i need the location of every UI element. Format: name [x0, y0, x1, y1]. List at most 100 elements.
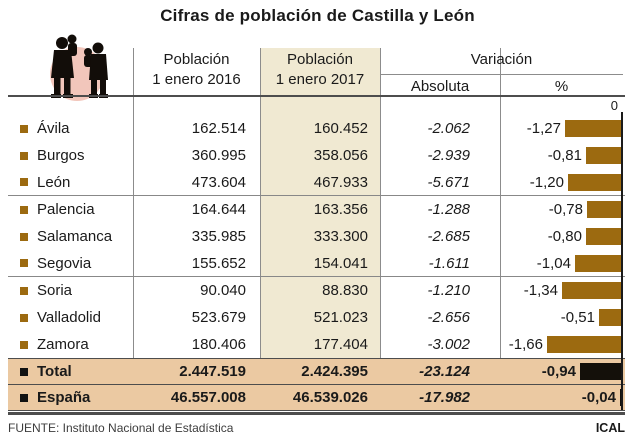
bullet-square-icon [20, 367, 28, 376]
variation-percent-value: -1,20 [529, 173, 564, 191]
table-row-7: Valladolid 523.679 521.023 -2.656 -0,51 [8, 304, 625, 331]
variation-absolute-value: -1.288 [427, 201, 470, 218]
row-label: Segovia [8, 255, 133, 272]
percent-bar [575, 254, 622, 272]
pop-2016-value: 2.447.519 [179, 363, 246, 380]
variation-percent-value: -0,81 [547, 147, 582, 164]
variation-percent-cell: -0,51 [500, 309, 625, 326]
pop-2017-value: 154.041 [313, 254, 368, 272]
header-pop-2017-line1: Población [287, 51, 353, 68]
bullet-square-icon [20, 393, 28, 402]
variation-percent-cell: -0,04 [500, 389, 625, 406]
source-note: FUENTE: Instituto Nacional de Estadístic… [8, 421, 234, 435]
percent-bar [565, 120, 622, 137]
pop-2016-value: 164.644 [191, 201, 246, 218]
table-row-8: Zamora 180.406 177.404 -3.002 -1,66 [8, 331, 625, 358]
row-label: Total [8, 363, 133, 380]
header-pop-2017-line2: 1 enero 2017 [275, 71, 365, 88]
footer-double-rule [8, 412, 625, 415]
column-divider [380, 48, 381, 410]
table-row-5: Segovia 155.652 154.041 -1.611 -1,04 [8, 250, 625, 277]
pop-2017-value: 88.830 [322, 282, 368, 299]
column-divider [260, 48, 261, 410]
row-label: Burgos [8, 147, 133, 164]
table-row-1: Burgos 360.995 358.056 -2.939 -0,81 [8, 142, 625, 169]
pop-2017-value: 467.933 [313, 173, 368, 191]
percent-bar [586, 147, 622, 164]
pop-2016-value: 162.514 [191, 120, 246, 137]
variation-absolute-value: -3.002 [427, 336, 470, 353]
bullet-square-icon [20, 259, 28, 267]
bullet-square-icon [20, 124, 28, 133]
variation-percent-value: -0,94 [541, 363, 576, 380]
pop-2017-value: 160.452 [313, 120, 368, 137]
row-label: Palencia [8, 201, 133, 218]
pop-2016-value: 180.406 [191, 336, 246, 353]
province-rows: Ávila 162.514 160.452 -2.062 -1,27 Burgos 360.… [8, 115, 625, 358]
pop-2016-value: 335.985 [191, 228, 246, 245]
pop-2016-value: 523.679 [191, 309, 246, 326]
pop-2016-value: 90.040 [200, 282, 246, 299]
family-icon [50, 34, 108, 101]
percent-bar [599, 309, 622, 326]
percent-bar [568, 173, 622, 191]
variacion-underline [380, 74, 623, 75]
column-divider [500, 48, 501, 410]
header-pop-2016: Población 1 enero 2016 [133, 50, 260, 90]
variation-percent-value: -0,51 [560, 309, 595, 326]
row-label: España [8, 389, 133, 406]
bullet-square-icon [20, 232, 28, 241]
table-row-0: Ávila 162.514 160.452 -2.062 -1,27 [8, 115, 625, 142]
row-label: Salamanca [8, 228, 133, 245]
variation-percent-cell: -0,78 [500, 201, 625, 218]
bullet-square-icon [20, 178, 28, 186]
variation-absolute-value: -1.611 [428, 254, 470, 272]
percent-bar [580, 363, 622, 380]
pop-2017-value: 2.424.395 [301, 363, 368, 380]
variation-percent-cell: -0,81 [500, 147, 625, 164]
variation-absolute-value: -2.656 [427, 309, 470, 326]
total-rows: Total 2.447.519 2.424.395 -23.124 -0,94 Españ… [8, 358, 625, 411]
pop-2017-value: 521.023 [313, 309, 368, 326]
total-row-0: Total 2.447.519 2.424.395 -23.124 -0,94 [8, 358, 625, 384]
pop-2016-value: 360.995 [191, 147, 246, 164]
percent-bar [562, 282, 622, 299]
pop-2017-value: 358.056 [313, 147, 368, 164]
variation-percent-cell: -1,34 [500, 282, 625, 299]
percent-bar [587, 201, 622, 218]
agency-credit: ICAL [595, 421, 625, 435]
variation-absolute-value: -1.210 [427, 282, 470, 299]
header-percent: % [554, 78, 569, 95]
variation-percent-value: -0,80 [547, 228, 582, 245]
variation-percent-value: -1,34 [523, 282, 558, 299]
bullet-square-icon [20, 205, 28, 214]
variation-percent-cell: -0,94 [500, 363, 625, 380]
pop-2016-value: 155.652 [191, 254, 246, 272]
row-label: Zamora [8, 336, 133, 353]
pop-2016-value: 46.557.008 [170, 389, 246, 406]
bullet-square-icon [20, 286, 28, 295]
highlight-column-2017 [260, 48, 380, 358]
axis-zero-label: 0 [610, 98, 618, 113]
table-row-3: Palencia 164.644 163.356 -1.288 -0,78 [8, 196, 625, 223]
header-absoluta: Absoluta [410, 78, 470, 95]
header-bottom-rule [8, 95, 625, 97]
header-pop-2017: Población 1 enero 2017 [260, 50, 380, 90]
bullet-square-icon [20, 313, 28, 322]
variation-absolute-value: -2.062 [427, 120, 470, 137]
table-row-4: Salamanca 335.985 333.300 -2.685 -0,80 [8, 223, 625, 250]
pop-2016-value: 473.604 [191, 173, 246, 191]
variation-absolute-value: -5.671 [427, 173, 470, 191]
variation-percent-cell: -0,80 [500, 228, 625, 245]
row-label: León [8, 174, 133, 191]
variation-absolute-value: -23.124 [419, 363, 470, 380]
row-label: Soria [8, 282, 133, 299]
bullet-square-icon [20, 151, 28, 160]
variation-percent-value: -1,27 [526, 120, 561, 137]
table-row-2: León 473.604 467.933 -5.671 -1,20 [8, 169, 625, 196]
zero-axis-line [621, 112, 623, 410]
variation-percent-cell: -1,27 [500, 120, 625, 137]
pop-2017-value: 46.539.026 [292, 389, 368, 406]
total-row-1: España 46.557.008 46.539.026 -17.982 -0,04 [8, 384, 625, 411]
